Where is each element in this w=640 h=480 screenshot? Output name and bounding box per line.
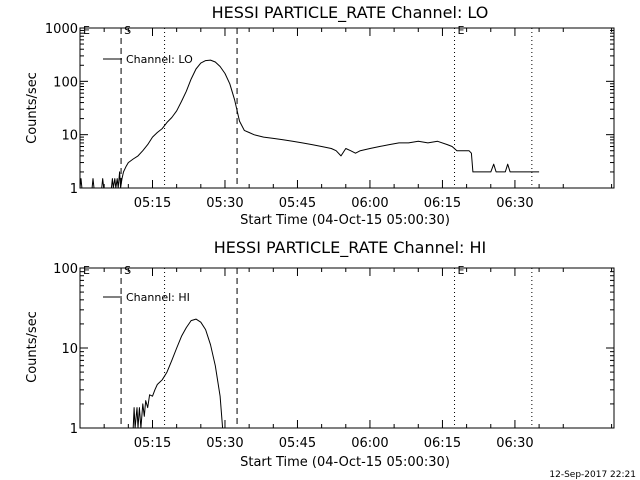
marker-label-hi: S <box>124 264 131 277</box>
x-axis-label-hi: Start Time (04-Oct-15 05:00:30) <box>240 455 450 470</box>
print-timestamp: 12-Sep-2017 22:21 <box>549 470 636 480</box>
plot-area-hi: E S E 05:15 05:30 05:45 06:00 06:15 06:30 1 10 100 <box>53 262 615 451</box>
chart-title-lo: HESSI PARTICLE_RATE Channel: LO <box>212 3 489 23</box>
x-axis-label-lo: Start Time (04-Oct-15 05:00:30) <box>240 213 450 228</box>
y-axis-label-lo: Counts/sec <box>25 72 40 144</box>
axis-frame-lo <box>79 27 615 189</box>
x-tick-label-hi: 05:15 <box>134 436 171 451</box>
marker-label-hi: E <box>458 264 465 277</box>
y-tick-label-hi: 100 <box>53 262 78 277</box>
legend-hi: Channel: HI <box>103 291 190 304</box>
legend-lo: Channel: LO <box>103 53 193 66</box>
series-line-hi <box>132 318 224 429</box>
y-tick-label-hi: 10 <box>61 342 78 357</box>
x-tick-label-lo: 06:00 <box>351 196 388 211</box>
panel-hi: HESSI PARTICLE_RATE Channel: HI Channel:… <box>25 238 615 470</box>
y-tick-label-lo: 100 <box>53 75 78 90</box>
series-line-lo <box>79 59 540 189</box>
x-tick-label-lo: 05:30 <box>206 196 243 211</box>
legend-label-lo: Channel: LO <box>126 53 193 66</box>
marker-label-lo: E <box>83 24 90 37</box>
chart-title-hi: HESSI PARTICLE_RATE Channel: HI <box>214 238 487 258</box>
plot-area-lo: E S E 05:15 05:30 05:45 06:00 06:15 06:30 1 10 100 1… <box>45 22 615 211</box>
y-tick-label-lo: 10 <box>61 129 78 144</box>
x-tick-label-hi: 06:30 <box>496 436 533 451</box>
marker-label-lo: E <box>458 24 465 37</box>
y-tick-label-hi: 1 <box>70 422 78 437</box>
x-tick-label-lo: 06:30 <box>496 196 533 211</box>
panel-lo: HESSI PARTICLE_RATE Channel: LO Channel:… <box>25 3 615 228</box>
x-tick-label-lo: 06:15 <box>424 196 461 211</box>
marker-label-lo: S <box>124 24 131 37</box>
y-tick-label-lo: 1 <box>70 182 78 197</box>
x-tick-label-lo: 05:45 <box>279 196 316 211</box>
y-tick-label-lo: 1000 <box>45 22 78 37</box>
legend-label-hi: Channel: HI <box>126 291 190 304</box>
x-tick-label-lo: 05:15 <box>134 196 171 211</box>
marker-label-hi: E <box>83 264 90 277</box>
x-tick-label-hi: 06:00 <box>351 436 388 451</box>
x-tick-label-hi: 05:45 <box>279 436 316 451</box>
x-tick-label-hi: 06:15 <box>424 436 461 451</box>
x-tick-label-hi: 05:30 <box>206 436 243 451</box>
y-axis-label-hi: Counts/sec <box>25 311 40 383</box>
